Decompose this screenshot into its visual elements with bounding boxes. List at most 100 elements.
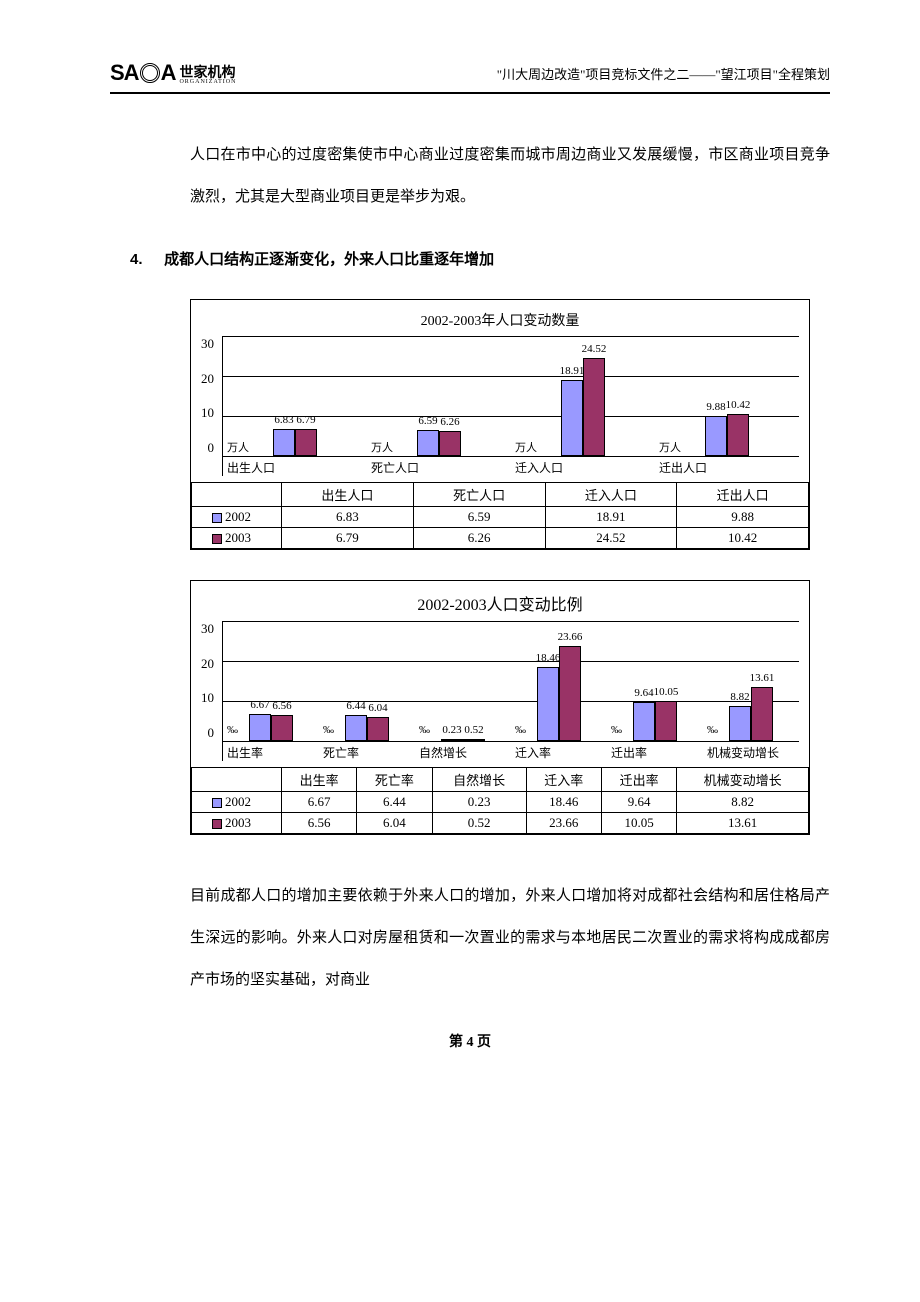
ytick: 0 xyxy=(208,725,215,741)
paragraph-2: 目前成都人口的增加主要依赖于外来人口的增加，外来人口增加将对成都社会结构和居住格… xyxy=(190,875,830,1001)
legend-swatch-icon xyxy=(212,513,222,523)
bar-label: 10.42 xyxy=(726,399,751,411)
chart-1-area: 3020100 6.836.796.596.2618.9124.529.8810… xyxy=(191,336,809,482)
ytick: 30 xyxy=(201,621,214,637)
ytick: 10 xyxy=(201,405,214,421)
table-cell: 8.82 xyxy=(677,792,809,813)
series-name: 2003 xyxy=(225,815,251,830)
category-cell: 万人迁入人口 xyxy=(511,457,655,476)
bar: 10.42 xyxy=(727,414,749,456)
table-col-header: 出生率 xyxy=(282,768,357,792)
ytick: 20 xyxy=(201,371,214,387)
bar: 9.88 xyxy=(705,416,727,456)
ytick: 20 xyxy=(201,656,214,672)
section-heading: 4. 成都人口结构正逐渐变化，外来人口比重逐年增加 xyxy=(130,248,830,269)
bar: 6.67 xyxy=(249,714,271,741)
logo-sub: ORGANIZATION xyxy=(179,79,236,85)
table-cell: 6.59 xyxy=(413,507,545,528)
legend-swatch-icon xyxy=(212,798,222,808)
chart-2: 2002-2003人口变动比例 30 20 10 0 6.676.56 6.446.04… xyxy=(190,580,810,835)
unit-label: 万人 xyxy=(227,439,249,455)
logo: SA A 世家机构 ORGANIZATION xyxy=(110,60,236,86)
bar-label: 6.67 xyxy=(250,699,269,711)
table-cell: 18.91 xyxy=(545,507,677,528)
unit-label: ‰ xyxy=(419,724,430,736)
chart-1: 2002-2003年人口变动数量 3020100 6.836.796.596.2… xyxy=(190,299,810,550)
category-label: 出生率 xyxy=(227,746,263,760)
category-label: 迁入人口 xyxy=(515,461,563,475)
bar-group: 9.6410.05 xyxy=(607,621,703,741)
chart-1-title: 2002-2003年人口变动数量 xyxy=(191,300,809,336)
bar-label: 6.44 xyxy=(346,700,365,712)
section-num: 4. xyxy=(130,251,160,268)
table-corner xyxy=(192,768,282,792)
category-cell: ‰迁出率 xyxy=(607,742,703,761)
unit-label: 万人 xyxy=(515,439,537,455)
bar: 6.04 xyxy=(367,717,389,741)
table-col-header: 出生人口 xyxy=(282,483,414,507)
chart-2-area: 30 20 10 0 6.676.56 6.446.04 0.230.52 18.4623.… xyxy=(191,621,809,767)
table-cell: 24.52 xyxy=(545,528,677,549)
category-label: 死亡人口 xyxy=(371,461,419,475)
bar: 24.52 xyxy=(583,358,605,456)
table-cell: 18.46 xyxy=(526,792,601,813)
logo-en: SA A xyxy=(110,60,175,86)
bar-label: 6.26 xyxy=(440,416,459,428)
table-cell: 10.05 xyxy=(601,813,676,834)
category-cell: 万人死亡人口 xyxy=(367,457,511,476)
bar: 13.61 xyxy=(751,687,773,741)
unit-label: ‰ xyxy=(323,724,334,736)
table-cell: 10.42 xyxy=(677,528,809,549)
bar-label: 24.52 xyxy=(582,343,607,355)
series-legend-cell: 2003 xyxy=(192,528,282,549)
logo-text-a: A xyxy=(161,60,176,86)
series-name: 2003 xyxy=(225,530,251,545)
legend-swatch-icon xyxy=(212,819,222,829)
ytick: 10 xyxy=(201,690,214,706)
bar-label: 8.82 xyxy=(730,691,749,703)
bar: 6.83 xyxy=(273,429,295,456)
series-legend-cell: 2002 xyxy=(192,792,282,813)
bar: 9.64 xyxy=(633,702,655,741)
bar: 23.66 xyxy=(559,646,581,741)
series-legend-cell: 2002 xyxy=(192,507,282,528)
chart-2-title: 2002-2003人口变动比例 xyxy=(191,581,809,621)
category-label: 迁出率 xyxy=(611,746,647,760)
table-header-row: 出生人口死亡人口迁入人口迁出人口 xyxy=(192,483,809,507)
page-footer: 第 4 页 xyxy=(110,1031,830,1051)
table-row: 20026.836.5918.919.88 xyxy=(192,507,809,528)
bar-group: 6.836.79 xyxy=(223,336,367,456)
bar-label: 18.46 xyxy=(536,652,561,664)
bar-label: 9.88 xyxy=(706,401,725,413)
bar-label: 0.23 xyxy=(442,724,461,736)
table-col-header: 机械变动增长 xyxy=(677,768,809,792)
series-name: 2002 xyxy=(225,794,251,809)
bar: 6.59 xyxy=(417,430,439,456)
table-col-header: 死亡人口 xyxy=(413,483,545,507)
bar-label: 0.52 xyxy=(464,724,483,736)
table-row: 20036.796.2624.5210.42 xyxy=(192,528,809,549)
table-cell: 6.83 xyxy=(282,507,414,528)
table-col-header: 迁入人口 xyxy=(545,483,677,507)
ytick: 30 xyxy=(201,336,214,352)
unit-label: ‰ xyxy=(227,724,238,736)
header-title: "川大周边改造"项目竞标文件之二——"望江项目"全程策划 xyxy=(497,64,830,83)
category-label: 出生人口 xyxy=(227,461,275,475)
bar: 6.56 xyxy=(271,715,293,741)
category-cell: 万人出生人口 xyxy=(223,457,367,476)
table-row: 20026.676.440.2318.469.648.82 xyxy=(192,792,809,813)
unit-label: ‰ xyxy=(611,724,622,736)
bar-group: 6.596.26 xyxy=(367,336,511,456)
category-cell: ‰机械变动增长 xyxy=(703,742,799,761)
table-cell: 0.52 xyxy=(432,813,526,834)
bar: 10.05 xyxy=(655,701,677,741)
logo-text-sa: SA xyxy=(110,60,139,86)
logo-cn-wrap: 世家机构 ORGANIZATION xyxy=(179,62,236,85)
bar-label: 10.05 xyxy=(654,686,679,698)
category-cell: ‰迁入率 xyxy=(511,742,607,761)
bar: 6.79 xyxy=(295,429,317,456)
unit-label: 万人 xyxy=(371,439,393,455)
chart-1-plot: 6.836.796.596.2618.9124.529.8810.42 万人出生… xyxy=(222,336,799,476)
bar-label: 6.04 xyxy=(368,702,387,714)
table-cell: 0.23 xyxy=(432,792,526,813)
